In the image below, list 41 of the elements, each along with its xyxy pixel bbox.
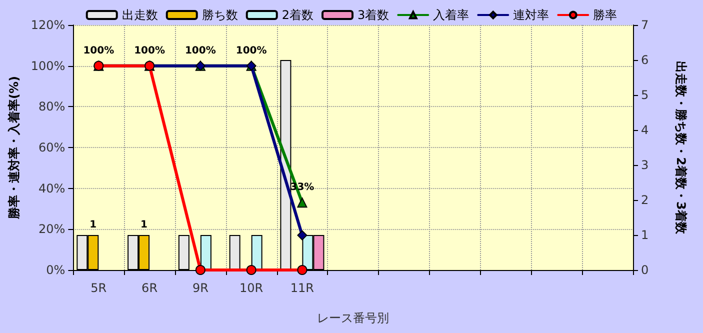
legend-label: 勝率 (593, 8, 618, 22)
x-tick-label: 9R (192, 281, 208, 295)
point (297, 265, 308, 275)
point (297, 230, 308, 240)
data-label: 100% (83, 45, 114, 56)
data-label: 1 (140, 220, 148, 230)
legend-label: 出走数 (122, 8, 158, 22)
y-tick-label: 80% (38, 100, 66, 114)
data-label: 100% (134, 45, 165, 56)
legend-label: 連対率 (513, 8, 550, 22)
y2-tick-label: 2 (641, 193, 649, 207)
legend-label: 勝ち数 (202, 8, 238, 22)
legend-label: 3着数 (358, 8, 390, 22)
y2-tick-label: 5 (641, 88, 649, 102)
point (297, 198, 308, 208)
point (246, 265, 256, 275)
y-tick-label: 20% (38, 222, 66, 236)
y2-tick-label: 6 (641, 53, 649, 67)
y2-tick-label: 0 (641, 263, 649, 277)
y-tick-label: 60% (38, 140, 66, 154)
x-tick-label: 6R (142, 281, 158, 295)
x-tick-label: 5R (90, 281, 107, 295)
y2-tick-label: 3 (641, 158, 649, 172)
y-tick-label: 0% (46, 263, 66, 277)
y-tick-label: 120% (30, 18, 66, 32)
data-label: 1 (90, 220, 97, 230)
data-label: 100% (236, 45, 267, 56)
point (195, 265, 206, 275)
y2-axis-title: 出走数・勝ち数・2着数・3着数 (674, 61, 688, 235)
legend-label: 2着数 (282, 8, 314, 22)
y-axis-title: 勝率・連対率・入着率(%) (7, 76, 21, 220)
y2-tick-label: 7 (641, 18, 649, 32)
data-label: 100% (184, 45, 216, 56)
y2-tick-label: 1 (641, 228, 649, 242)
y-tick-label: 40% (38, 181, 66, 196)
x-axis-title: レース番号別 (317, 311, 390, 325)
legend-label: 入着率 (433, 8, 470, 22)
y2-tick-label: 4 (641, 123, 649, 137)
x-tick-label: 11R (290, 281, 314, 295)
x-tick-label: 10R (240, 281, 264, 295)
y-tick-label: 100% (30, 58, 66, 73)
